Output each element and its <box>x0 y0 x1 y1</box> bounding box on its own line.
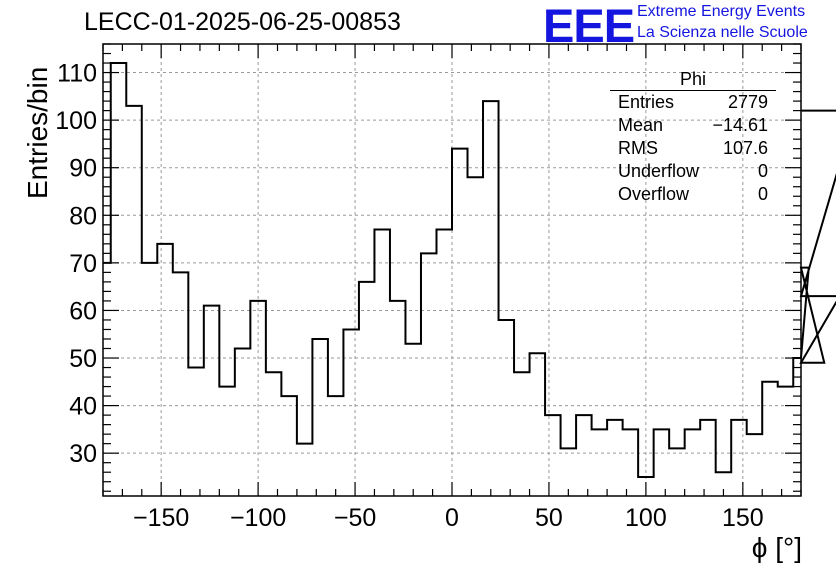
histogram-bin <box>312 339 328 496</box>
histogram-bin <box>545 415 561 496</box>
x-axis-label: ϕ [°] <box>751 532 802 563</box>
histogram-bin <box>204 306 220 496</box>
histogram-bin <box>762 382 778 496</box>
histogram-bin <box>421 253 437 496</box>
y-tick-label: 30 <box>69 440 97 468</box>
stat-row-entries: Entries 2779 <box>610 91 776 114</box>
histogram-bin <box>188 368 204 496</box>
brand-line-1: Extreme Energy Events <box>637 3 806 20</box>
histogram-bin <box>530 353 546 496</box>
stat-value: 107.6 <box>722 138 768 158</box>
stat-label: Overflow <box>618 184 690 204</box>
histogram-bin <box>390 301 406 496</box>
histogram-bin <box>778 387 794 496</box>
y-tick-label: 80 <box>69 202 97 230</box>
histogram-bin <box>359 282 375 496</box>
x-tick-label: −50 <box>334 504 376 532</box>
histogram-bin <box>623 429 639 496</box>
histogram-bin <box>685 429 701 496</box>
stat-value: 0 <box>757 161 768 181</box>
histogram-bin <box>654 429 670 496</box>
histogram-bin <box>483 101 499 496</box>
histogram-bin <box>638 477 654 496</box>
stat-label: Entries <box>618 92 675 112</box>
y-tick-label: 70 <box>69 250 97 278</box>
histogram-bin <box>157 244 173 496</box>
stat-row-mean: Mean −14.61 <box>610 114 776 137</box>
stats-box: Phi Entries 2779 Mean −14.61 RMS 107.6 Unde… <box>610 69 776 206</box>
histogram-bin <box>499 320 515 496</box>
histogram-bin <box>731 420 747 496</box>
x-tick-label: 50 <box>535 504 563 532</box>
histogram-bin <box>561 448 577 496</box>
y-tick-label: 90 <box>69 155 97 183</box>
stat-label: RMS <box>618 138 658 158</box>
x-tick-label: −100 <box>230 504 286 532</box>
y-tick-label: 50 <box>69 345 97 373</box>
histogram-bin <box>405 344 421 496</box>
stat-row-rms: RMS 107.6 <box>610 137 776 160</box>
histogram-outline <box>103 62 836 478</box>
histogram-bin <box>374 230 390 496</box>
histogram-bin <box>250 301 266 496</box>
histogram-bin <box>266 372 282 496</box>
stat-value: 0 <box>757 184 768 204</box>
chart-title: LECC-01-2025-06-25-00853 <box>84 8 401 36</box>
stat-value: −14.61 <box>712 115 768 135</box>
x-tick-label: 100 <box>625 504 667 532</box>
histogram-bin <box>126 106 142 496</box>
y-tick-label: 60 <box>69 297 97 325</box>
histogram-bin <box>607 420 623 496</box>
histogram-bin <box>669 448 685 496</box>
stat-label: Mean <box>618 115 664 135</box>
stat-row-underflow: Underflow 0 <box>610 160 776 183</box>
histogram-bin <box>452 149 468 496</box>
histogram-bin <box>235 349 251 496</box>
histogram-bin <box>514 372 530 496</box>
histogram-bin <box>173 272 189 496</box>
stat-row-overflow: Overflow 0 <box>610 183 776 206</box>
brand-line-2: La Scienza nelle Scuole <box>637 24 808 41</box>
histogram-bin <box>716 472 732 496</box>
stats-title: Phi <box>610 69 776 91</box>
histogram-bin <box>343 329 359 496</box>
histogram-bin <box>142 263 158 496</box>
histogram-bin <box>793 358 801 496</box>
histogram-bin <box>111 63 127 496</box>
histogram-bin <box>700 420 716 496</box>
stat-value: 2779 <box>727 92 768 112</box>
histogram-bin <box>576 415 592 496</box>
histogram-bin <box>297 444 313 496</box>
x-tick-label: 0 <box>445 504 459 532</box>
y-tick-label: 40 <box>69 393 97 421</box>
histogram-bin <box>747 434 763 496</box>
histogram-bin <box>468 177 484 496</box>
histogram-bin <box>436 230 452 496</box>
stat-label: Underflow <box>618 161 700 181</box>
y-tick-label: 110 <box>57 60 97 88</box>
histogram-bin <box>219 387 235 496</box>
histogram-bin <box>592 429 608 496</box>
x-tick-label: −150 <box>133 504 189 532</box>
histogram-bin <box>328 396 344 496</box>
y-tick-label: 100 <box>55 107 97 135</box>
histogram-bin <box>281 396 297 496</box>
x-tick-label: 150 <box>722 504 764 532</box>
